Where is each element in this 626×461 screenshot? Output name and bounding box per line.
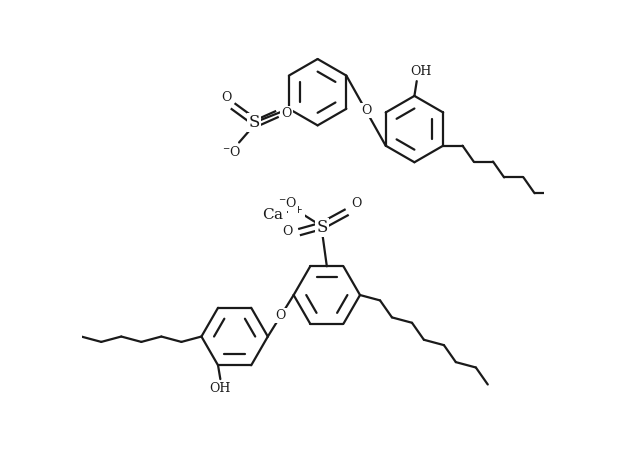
- Text: $^{-}$O: $^{-}$O: [278, 196, 297, 210]
- Text: O: O: [282, 225, 293, 238]
- Text: S: S: [249, 114, 260, 131]
- Text: S: S: [317, 219, 328, 236]
- Text: OH: OH: [210, 382, 231, 395]
- Text: Ca$^{++}$: Ca$^{++}$: [262, 206, 304, 223]
- Text: O: O: [281, 107, 292, 120]
- Text: O: O: [361, 104, 371, 117]
- Text: O: O: [351, 197, 362, 210]
- Text: $^{-}$O: $^{-}$O: [222, 145, 241, 159]
- Text: OH: OH: [411, 65, 432, 78]
- Text: O: O: [275, 309, 286, 322]
- Text: O: O: [222, 91, 232, 104]
